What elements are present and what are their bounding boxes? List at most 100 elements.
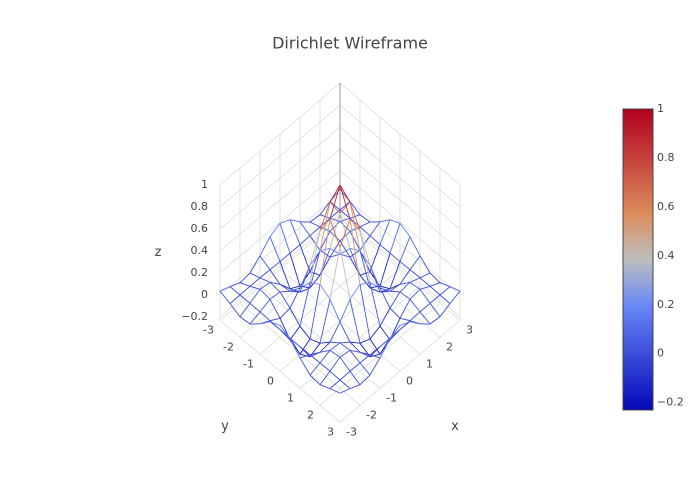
wire-segment: [429, 282, 441, 287]
wire-segment: [269, 281, 281, 285]
wire-segment: [259, 321, 271, 325]
y-tick-label: -3: [203, 323, 214, 336]
wire-segment: [399, 269, 411, 285]
wire-segment: [349, 284, 361, 300]
wire-segment: [339, 299, 351, 323]
x-tick-label: -2: [366, 408, 377, 421]
wall-grid: [339, 148, 461, 252]
wire-segment: [349, 371, 361, 385]
wire-segment: [359, 221, 371, 228]
wire-segment: [309, 226, 321, 237]
wire-segment: [409, 281, 421, 290]
wire-segment: [389, 219, 401, 224]
wire-segment: [279, 325, 291, 339]
y-tick-label: 0: [267, 374, 274, 387]
wire-segment: [439, 286, 451, 296]
wire-segment: [379, 287, 391, 309]
wire-segment: [369, 338, 381, 355]
wire-segment: [349, 201, 361, 231]
wire-segment: [389, 223, 401, 254]
wire-segment: [399, 261, 411, 271]
wall-grid: [219, 126, 341, 230]
wire-segment: [409, 277, 421, 283]
wire-segment: [329, 218, 341, 248]
wire-segment: [249, 302, 261, 313]
wire-segment: [329, 342, 341, 351]
wire-segment: [239, 285, 251, 296]
wire-segment: [329, 201, 341, 214]
wire-segment: [329, 201, 341, 211]
wire-segment: [289, 338, 301, 359]
wire-segment: [339, 349, 351, 358]
wire-segment: [389, 290, 401, 293]
wire-segment: [359, 230, 371, 266]
colorbar-tick-label: 0.8: [657, 151, 675, 164]
wire-segment: [319, 349, 331, 353]
wire-segment: [419, 277, 431, 287]
wire-segment: [229, 286, 241, 296]
wire-segment: [389, 307, 401, 319]
wire-segment: [329, 379, 341, 389]
wire-segment: [219, 286, 231, 292]
y-tick-label: 3: [327, 425, 334, 438]
wire-segment: [369, 346, 381, 356]
wire-segment: [349, 341, 361, 344]
wire-segment: [419, 302, 431, 313]
wire-segment: [239, 272, 251, 284]
wire-segment: [389, 252, 401, 262]
wire-segment: [379, 338, 391, 359]
wire-segment: [379, 338, 391, 347]
wire-segment: [339, 247, 351, 255]
wire-segment: [349, 219, 361, 285]
colorbar-tick-label: −0.2: [657, 396, 684, 409]
wire-segment: [329, 220, 341, 232]
wire-segment: [319, 284, 331, 300]
wire-segment: [439, 303, 451, 318]
wire-segment: [359, 214, 371, 223]
wire-segment: [309, 274, 321, 289]
wire-segment: [449, 290, 461, 304]
wire-segment: [369, 357, 381, 376]
wire-segment: [379, 219, 391, 223]
wire-segment: [339, 184, 351, 203]
wall-grid: [339, 104, 461, 208]
wire-segment: [399, 281, 411, 285]
wire-segment: [349, 201, 361, 216]
wire-segment: [339, 379, 351, 389]
wire-segment: [289, 287, 301, 309]
wall-grid: [219, 192, 341, 296]
y-tick-label: -1: [243, 357, 254, 370]
wire-segment: [279, 223, 291, 254]
z-tick-label: 0.2: [191, 266, 209, 279]
wire-segment: [309, 230, 321, 283]
wire-segment: [309, 250, 321, 289]
x-tick-label: 1: [426, 357, 433, 370]
wire-segment: [399, 321, 411, 330]
wire-segment: [309, 214, 321, 223]
wire-segment: [349, 349, 361, 353]
wire-segment: [229, 303, 241, 318]
wire-segment: [269, 299, 281, 319]
wire-segment: [299, 235, 311, 245]
wire-segment: [389, 261, 401, 289]
z-tick-label: 1: [201, 178, 208, 191]
wire-segment: [289, 307, 301, 327]
y-axis-title: y: [221, 419, 229, 434]
wall-grid: [339, 192, 461, 296]
wall-grid: [219, 170, 341, 274]
wire-segment: [329, 184, 341, 220]
wire-segment: [339, 342, 351, 351]
wire-segment: [289, 244, 301, 254]
z-axis-title: z: [155, 245, 162, 260]
wire-segment: [349, 362, 361, 372]
wire-segment: [309, 235, 321, 251]
wire-segment: [349, 384, 361, 390]
y-tick-label: 2: [307, 408, 314, 421]
wire-segment: [239, 316, 251, 325]
wire-segment: [249, 272, 261, 279]
wire-segment: [379, 325, 391, 341]
wire-segment: [309, 338, 321, 344]
wire-segment: [279, 290, 291, 293]
wire-segment: [399, 317, 411, 322]
